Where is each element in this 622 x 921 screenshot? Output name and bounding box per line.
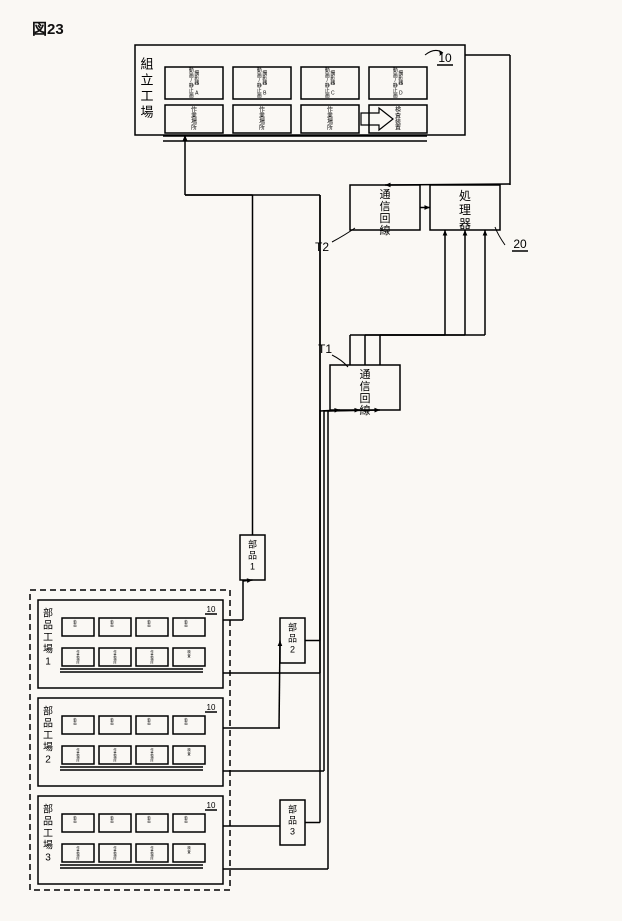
svg-text:部: 部 [43, 803, 53, 816]
svg-text:作: 作 [191, 106, 197, 114]
svg-text:装: 装 [395, 118, 401, 126]
svg-text:品: 品 [288, 815, 297, 825]
svg-text:査: 査 [187, 751, 191, 756]
svg-text:場: 場 [140, 104, 153, 119]
svg-text:器: 器 [330, 80, 335, 86]
svg-text:10: 10 [207, 605, 216, 614]
svg-text:工: 工 [43, 633, 53, 644]
svg-text:場: 場 [191, 118, 197, 126]
svg-text:1: 1 [250, 561, 255, 571]
svg-text:組: 組 [140, 56, 153, 71]
svg-text:線: 線 [380, 223, 391, 237]
svg-text:T2: T2 [315, 240, 329, 254]
svg-text:10: 10 [207, 703, 216, 712]
svg-text:信: 信 [360, 380, 371, 393]
svg-text:画: 画 [147, 818, 150, 823]
svg-text:所: 所 [76, 757, 80, 762]
svg-text:画: 画 [110, 818, 113, 823]
svg-text:画: 画 [184, 720, 187, 725]
svg-text:1: 1 [45, 657, 51, 668]
svg-text:理: 理 [459, 203, 471, 217]
svg-text:20: 20 [513, 237, 527, 251]
svg-text:器: 器 [262, 80, 267, 86]
svg-text:所: 所 [259, 124, 265, 132]
svg-text:C: C [331, 90, 335, 96]
svg-text:処: 処 [459, 189, 471, 203]
svg-text:業: 業 [327, 112, 333, 120]
svg-text:通: 通 [380, 188, 391, 201]
svg-text:品: 品 [43, 620, 53, 632]
svg-text:所: 所 [150, 757, 154, 762]
svg-text:場: 場 [43, 741, 53, 754]
svg-text:3: 3 [45, 853, 51, 864]
svg-text:作: 作 [259, 106, 265, 114]
svg-text:通: 通 [360, 368, 371, 381]
svg-text:3: 3 [290, 826, 295, 836]
svg-text:検: 検 [395, 106, 401, 114]
svg-text:所: 所 [76, 659, 80, 664]
svg-text:器: 器 [194, 80, 199, 86]
svg-text:2: 2 [45, 755, 51, 766]
svg-text:業: 業 [191, 112, 197, 120]
svg-text:場: 場 [43, 839, 53, 852]
svg-text:部: 部 [43, 607, 53, 620]
svg-text:査: 査 [187, 849, 191, 854]
svg-text:部: 部 [288, 621, 297, 632]
svg-text:作: 作 [327, 106, 333, 114]
svg-text:画: 画 [184, 818, 187, 823]
svg-text:画: 画 [325, 93, 330, 99]
svg-text:部: 部 [248, 538, 257, 549]
svg-text:画: 画 [73, 818, 76, 823]
svg-text:品: 品 [288, 633, 297, 643]
svg-text:場: 場 [43, 643, 53, 656]
svg-text:画: 画 [110, 622, 113, 627]
svg-text:信: 信 [380, 200, 391, 213]
svg-text:D: D [399, 90, 403, 96]
svg-text:工: 工 [43, 731, 53, 742]
svg-text:置: 置 [395, 125, 401, 132]
svg-text:部: 部 [43, 705, 53, 718]
svg-text:A: A [195, 90, 199, 96]
diagram-canvas: 組立工場10動画/静止画撮影器 A作業場所動画/静止画撮影器 B作業場所動画/静… [0, 0, 622, 921]
svg-text:品: 品 [43, 816, 53, 828]
svg-text:品: 品 [43, 718, 53, 730]
svg-text:画: 画 [184, 622, 187, 627]
svg-text:画: 画 [110, 720, 113, 725]
svg-text:品: 品 [248, 550, 257, 560]
svg-text:査: 査 [187, 653, 191, 658]
svg-text:場: 場 [327, 118, 333, 126]
svg-text:所: 所 [113, 757, 117, 762]
svg-text:所: 所 [191, 124, 197, 132]
svg-text:査: 査 [395, 112, 401, 120]
svg-text:10: 10 [207, 801, 216, 810]
svg-text:工: 工 [140, 88, 153, 103]
svg-text:画: 画 [393, 93, 398, 99]
svg-text:器: 器 [459, 217, 471, 231]
svg-text:所: 所 [113, 855, 117, 860]
svg-text:業: 業 [259, 112, 265, 120]
svg-text:画: 画 [73, 720, 76, 725]
svg-text:工: 工 [43, 829, 53, 840]
svg-text:部: 部 [288, 803, 297, 814]
svg-text:所: 所 [150, 855, 154, 860]
svg-text:2: 2 [290, 644, 295, 654]
svg-text:画: 画 [147, 622, 150, 627]
svg-text:回: 回 [380, 212, 391, 225]
svg-text:立: 立 [140, 72, 153, 87]
svg-text:画: 画 [257, 93, 262, 99]
svg-text:画: 画 [73, 622, 76, 627]
svg-text:所: 所 [113, 659, 117, 664]
svg-text:回: 回 [360, 392, 371, 405]
svg-text:所: 所 [327, 124, 333, 132]
svg-text:画: 画 [147, 720, 150, 725]
svg-text:場: 場 [259, 118, 265, 126]
svg-text:画: 画 [189, 93, 194, 99]
svg-text:B: B [263, 90, 267, 96]
svg-text:所: 所 [150, 659, 154, 664]
svg-text:所: 所 [76, 855, 80, 860]
svg-text:器: 器 [398, 80, 403, 86]
